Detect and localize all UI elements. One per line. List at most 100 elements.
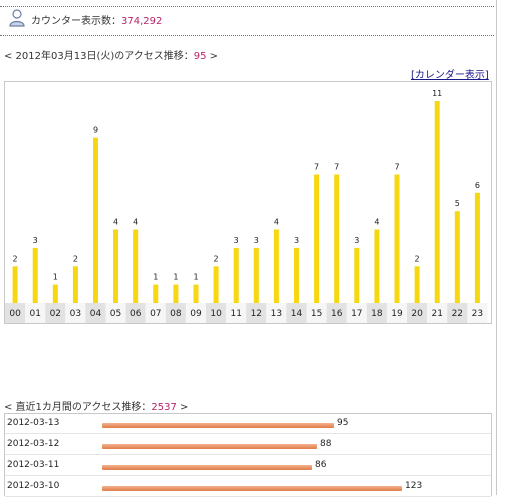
bar-value-label: 5 — [455, 199, 460, 208]
bar-hour-08 — [173, 284, 179, 303]
counter-divider — [0, 35, 494, 36]
bar-hour-13 — [273, 229, 279, 303]
row-bar — [102, 465, 312, 470]
hour-label-bg — [266, 303, 287, 323]
counter-value: 374,292 — [121, 16, 163, 27]
bar-hour-22 — [454, 211, 460, 303]
hour-tick-label: 06 — [130, 309, 142, 319]
bar-hour-15 — [314, 174, 320, 303]
hour-label-bg — [105, 303, 126, 323]
hour-label-bg — [326, 303, 347, 323]
daily-heading-label: < 2012年03月13日(火)のアクセス推移： — [4, 51, 194, 62]
row-date: 2012-03-11 — [7, 460, 60, 470]
hour-label-bg — [286, 303, 307, 323]
hour-tick-label: 20 — [411, 309, 423, 319]
hour-label-bg — [427, 303, 448, 323]
bar-hour-04 — [93, 137, 98, 303]
bar-hour-17 — [354, 247, 360, 303]
row-value: 123 — [405, 481, 423, 491]
hour-tick-label: 08 — [170, 309, 182, 319]
daily-heading-total: 95 — [193, 51, 207, 62]
bar-value-label: 2 — [214, 254, 219, 263]
hour-tick-label: 21 — [431, 309, 442, 319]
hour-tick-label: 05 — [110, 309, 121, 319]
monthly-heading-label: < 直近1カ月間のアクセス推移： — [4, 402, 152, 413]
counter-label: カウンター表示数： — [31, 16, 121, 27]
bar-value-label: 6 — [475, 181, 480, 190]
hour-tick-label: 15 — [311, 309, 322, 319]
hour-tick-label: 09 — [190, 309, 202, 319]
row-date: 2012-03-10 — [7, 481, 60, 491]
bar-hour-02 — [52, 284, 58, 303]
monthly-row: 2012-03-11 86 — [5, 456, 491, 476]
bar-value-label: 9 — [93, 126, 98, 135]
bar-hour-19 — [394, 174, 400, 303]
bar-value-label: 3 — [354, 236, 359, 245]
bar-hour-11 — [233, 247, 239, 303]
hour-tick-label: 23 — [472, 309, 483, 319]
row-date: 2012-03-13 — [7, 418, 60, 428]
monthly-row: 2012-03-10 123 — [5, 477, 491, 497]
hour-label-bg — [185, 303, 206, 323]
bar-hour-07 — [153, 284, 159, 303]
bar-hour-12 — [253, 247, 259, 303]
bar-hour-05 — [113, 229, 118, 303]
bar-value-label: 1 — [193, 273, 198, 282]
bar-value-label: 1 — [53, 273, 58, 282]
hour-label-bg — [45, 303, 66, 323]
hour-label-bg — [246, 303, 267, 323]
row-value: 86 — [315, 460, 327, 470]
bar-value-label: 4 — [113, 218, 118, 227]
bar-value-label: 2 — [73, 254, 78, 263]
bar-value-label: 7 — [394, 163, 399, 172]
hour-tick-label: 01 — [29, 309, 40, 319]
hour-label-bg — [346, 303, 367, 323]
bar-value-label: 2 — [13, 254, 18, 263]
row-bar — [102, 486, 402, 491]
daily-heading-suffix: > — [206, 51, 219, 62]
hour-label-bg — [467, 303, 488, 323]
hour-label-bg — [206, 303, 227, 323]
hour-label-bg — [306, 303, 327, 323]
bar-value-label: 3 — [294, 236, 299, 245]
hour-tick-label: 22 — [452, 309, 463, 319]
hour-label-bg — [25, 303, 46, 323]
bar-value-label: 11 — [432, 89, 442, 98]
row-bar — [102, 444, 317, 449]
hour-label-bg — [125, 303, 146, 323]
bar-value-label: 2 — [415, 254, 420, 263]
row-separator — [5, 433, 491, 434]
hour-label-bg — [447, 303, 468, 323]
bar-value-label: 1 — [173, 273, 178, 282]
hour-tick-label: 03 — [70, 309, 81, 319]
row-value: 95 — [337, 418, 349, 428]
page-right-border — [496, 0, 497, 495]
hour-label-bg — [165, 303, 186, 323]
bar-value-label: 1 — [153, 273, 158, 282]
hour-label-bg — [85, 303, 106, 323]
bar-hour-03 — [72, 266, 78, 303]
hour-label-bg — [145, 303, 166, 323]
hour-tick-label: 16 — [331, 309, 343, 319]
hour-tick-label: 10 — [210, 309, 222, 319]
bar-hour-00 — [12, 266, 18, 303]
bar-hour-14 — [294, 247, 299, 303]
monthly-row: 2012-03-13 95 — [5, 414, 491, 434]
hour-label-bg — [5, 303, 26, 323]
bar-hour-06 — [133, 229, 139, 303]
bar-hour-09 — [193, 284, 199, 303]
hour-tick-label: 04 — [90, 309, 102, 319]
row-separator — [5, 475, 491, 476]
hourly-chart-svg: 2003011022039044054061071081092103113124… — [5, 89, 488, 323]
hour-tick-label: 14 — [291, 309, 303, 319]
bar-hour-18 — [374, 229, 380, 303]
user-icon — [9, 9, 25, 27]
hour-label-bg — [407, 303, 428, 323]
hour-label-bg — [65, 303, 86, 323]
bar-hour-21 — [434, 101, 440, 303]
monthly-heading-suffix: > — [176, 402, 189, 413]
monthly-list: 2012-03-13 95 2012-03-12 88 2012-03-11 86 2012… — [4, 413, 492, 497]
calendar-link[interactable]: [カレンダー表示] — [411, 70, 489, 81]
bar-hour-10 — [213, 266, 219, 303]
hour-tick-label: 19 — [391, 309, 403, 319]
